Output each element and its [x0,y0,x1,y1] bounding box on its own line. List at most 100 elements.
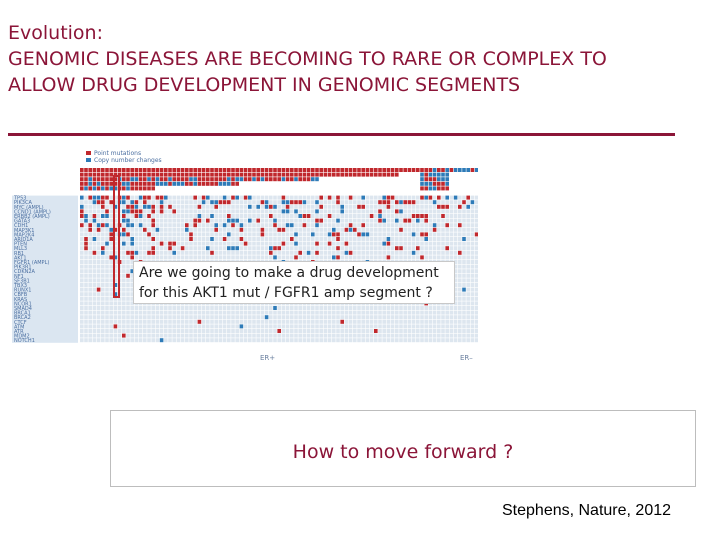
gene-cell [159,255,164,260]
gene-cell [201,250,206,255]
gene-cell [138,310,143,315]
gene-cell [327,255,332,260]
gene-cell [416,306,420,310]
gene-cell [88,214,92,218]
summary-cell [441,168,445,172]
gene-cell [231,237,235,241]
gene-cell [269,204,273,209]
gene-cell [374,319,378,324]
summary-cell [189,181,193,186]
gene-cell [323,333,328,338]
gene-cell [214,241,218,246]
summary-cell [172,168,176,172]
gene-cell [311,250,315,255]
gene-cell [399,246,403,251]
summary-cell [80,168,84,172]
summary-cell [138,172,143,177]
gene-cell [390,227,395,232]
gene-cell [294,223,298,228]
gene-cell [294,306,298,310]
gene-cell [311,310,315,315]
gene-cell [298,218,302,223]
gene-cell [462,333,466,338]
gene-cell [113,204,118,209]
gene-cell [395,319,399,324]
gene-cell [441,195,445,200]
gene-cell [470,204,475,209]
gene-cell [105,209,109,214]
gene-cell [109,223,113,228]
gene-cell [256,333,260,338]
gene-cell [126,278,130,283]
gene-cell [466,200,470,205]
gene-cell [432,195,437,200]
gene-label: CTCF [14,320,27,326]
gene-cell [88,306,92,310]
gene-cell [327,223,332,228]
gene-cell [180,306,185,310]
gene-cell [101,319,105,324]
gene-cell [416,214,420,218]
summary-cell [109,181,113,186]
gene-cell [113,237,118,241]
gene-cell [327,218,332,223]
gene-cell [445,250,449,255]
gene-cell [88,241,92,246]
gene-cell [466,264,470,269]
gene-cell [227,333,231,338]
gene-cell [470,223,475,228]
gene-cell [168,329,172,333]
gene-cell [416,218,420,223]
gene-cell [462,255,466,260]
gene-cell [382,310,386,315]
gene-cell [361,218,365,223]
gene-cell [378,200,382,205]
gene-cell [416,315,420,320]
gene-cell [176,329,181,333]
gene-cell [407,237,412,241]
gene-cell [441,338,445,343]
gene-cell [143,306,147,310]
gene-cell [151,227,155,232]
gene-cell [302,329,307,333]
gene-cell [449,246,454,251]
summary-cell [311,172,315,177]
gene-cell [256,306,260,310]
gene-cell [344,227,349,232]
gene-cell [122,310,126,315]
gene-cell [470,306,475,310]
gene-cell [424,333,428,338]
gene-cell [101,232,105,237]
gene-cell [197,315,202,320]
gene-cell [189,333,193,338]
gene-cell [227,255,231,260]
gene-cell [252,204,256,209]
gene-cell [227,200,231,205]
gene-cell [92,250,97,255]
gene-cell [340,232,344,237]
gene-cell [218,227,223,232]
gene-cell [159,246,164,251]
gene-cell [176,227,181,232]
gene-cell [416,204,420,209]
gene-cell [462,278,466,283]
gene-cell [84,204,88,209]
summary-cell [231,181,235,186]
gene-cell [248,319,252,324]
gene-cell [378,333,382,338]
gene-cell [281,333,286,338]
gene-cell [159,250,164,255]
gene-cell [168,209,172,214]
gene-cell [222,227,227,232]
gene-cell [248,209,252,214]
gene-cell [164,237,168,241]
gene-cell [344,218,349,223]
summary-cell [113,168,118,172]
gene-cell [96,273,101,278]
summary-cell [235,168,239,172]
gene-cell [147,200,151,205]
gene-cell [143,324,147,329]
gene-cell [403,324,407,329]
gene-cell [323,214,328,218]
gene-cell [243,218,248,223]
